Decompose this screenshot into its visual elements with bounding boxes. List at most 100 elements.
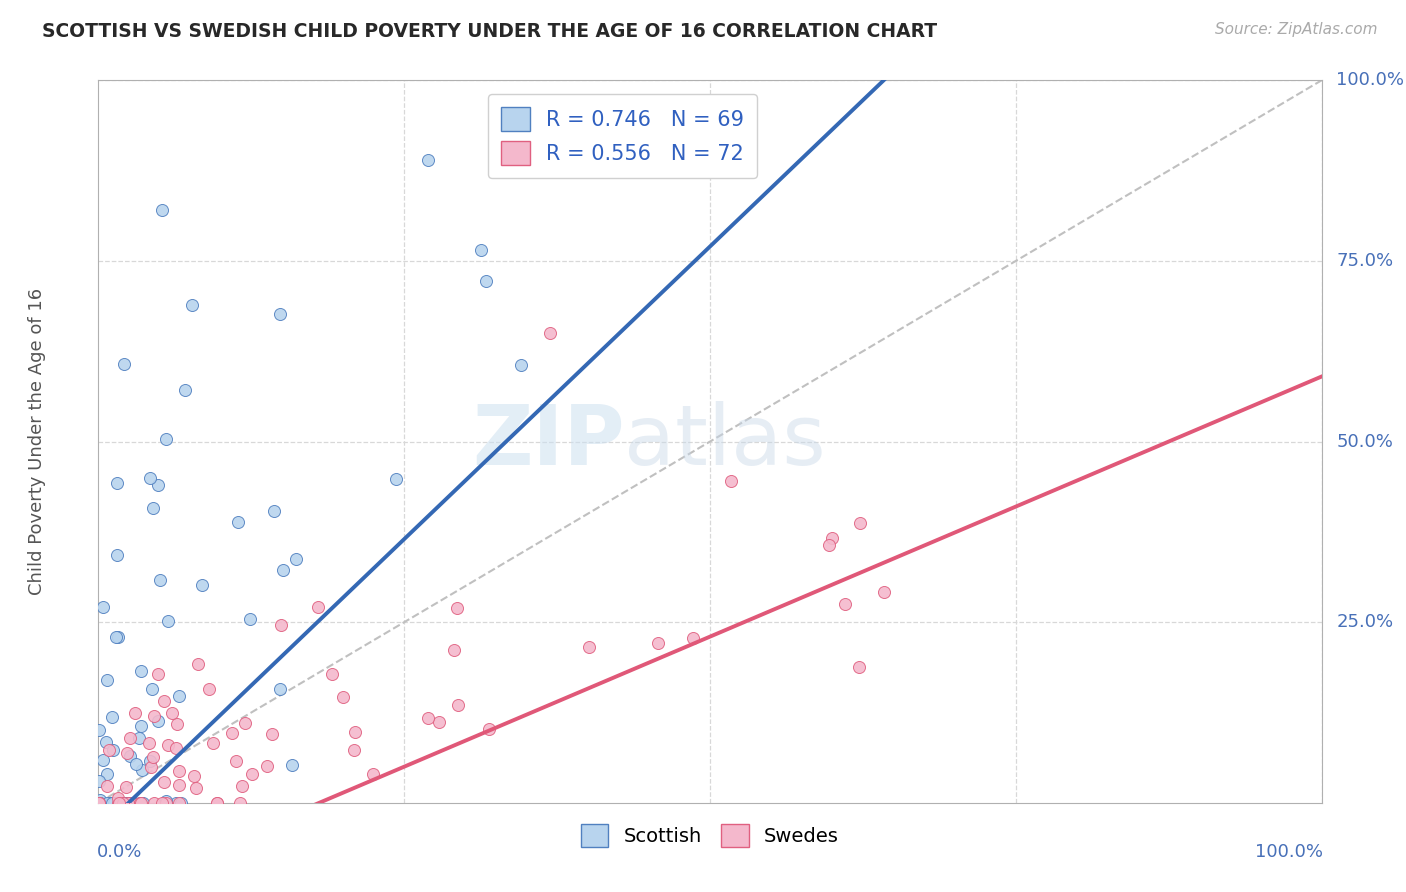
Point [124, 706, 146, 720]
Point [207, 796, 229, 810]
Point [470, 244, 492, 258]
Point [118, 749, 141, 764]
Point [231, 780, 253, 794]
Point [156, 738, 179, 752]
Point [443, 643, 465, 657]
Point [848, 660, 870, 674]
Point [143, 796, 166, 810]
Point [221, 726, 243, 740]
Point [87, 796, 110, 810]
Point [446, 601, 468, 615]
Point [148, 477, 170, 491]
Point [101, 796, 124, 810]
Point [111, 796, 134, 810]
Point [87, 723, 110, 737]
Point [155, 794, 177, 808]
Point [101, 710, 124, 724]
Point [269, 682, 291, 697]
Point [167, 778, 190, 792]
Point [538, 326, 561, 340]
Point [332, 690, 354, 705]
Point [281, 757, 304, 772]
Point [817, 538, 839, 552]
Point [170, 796, 193, 810]
Point [416, 710, 439, 724]
Point [197, 682, 219, 697]
Point [385, 472, 408, 486]
Point [269, 307, 291, 321]
Legend: Scottish, Swedes: Scottish, Swedes [574, 816, 846, 855]
Point [142, 749, 165, 764]
Point [141, 760, 163, 774]
Point [117, 796, 139, 810]
Point [96, 780, 118, 794]
Point [94, 735, 117, 749]
Point [146, 714, 169, 729]
Point [142, 500, 165, 515]
Point [96, 796, 118, 810]
Point [114, 796, 136, 810]
Point [118, 731, 141, 745]
Point [107, 796, 129, 810]
Point [142, 709, 165, 723]
Point [647, 636, 669, 650]
Point [141, 681, 163, 696]
Point [115, 746, 138, 760]
Point [233, 715, 256, 730]
Text: 100.0%: 100.0% [1336, 71, 1405, 89]
Point [101, 743, 124, 757]
Point [191, 577, 214, 591]
Text: Child Poverty Under the Age of 16: Child Poverty Under the Age of 16 [28, 288, 46, 595]
Point [166, 717, 188, 731]
Point [238, 612, 260, 626]
Point [89, 793, 111, 807]
Point [139, 471, 162, 485]
Point [155, 432, 177, 446]
Point [107, 630, 129, 644]
Point [87, 796, 110, 810]
Text: Source: ZipAtlas.com: Source: ZipAtlas.com [1215, 22, 1378, 37]
Text: ZIP: ZIP [472, 401, 624, 482]
Point [138, 736, 160, 750]
Point [129, 796, 152, 810]
Point [131, 763, 153, 777]
Point [107, 796, 129, 810]
Point [321, 666, 343, 681]
Point [186, 781, 208, 796]
Point [107, 796, 129, 810]
Point [98, 796, 121, 810]
Point [89, 796, 111, 810]
Point [91, 599, 114, 614]
Point [181, 298, 204, 312]
Point [157, 614, 180, 628]
Text: SCOTTISH VS SWEDISH CHILD POVERTY UNDER THE AGE OF 16 CORRELATION CHART: SCOTTISH VS SWEDISH CHILD POVERTY UNDER … [42, 22, 938, 41]
Point [96, 673, 118, 688]
Point [173, 383, 195, 397]
Point [167, 764, 190, 778]
Point [873, 585, 896, 599]
Point [228, 515, 250, 529]
Point [169, 796, 191, 810]
Point [848, 516, 870, 530]
Point [578, 640, 600, 654]
Point [167, 690, 190, 704]
Point [165, 796, 187, 810]
Point [821, 531, 844, 545]
Point [834, 597, 856, 611]
Point [89, 774, 111, 789]
Point [107, 796, 129, 810]
Point [150, 202, 173, 217]
Point [153, 693, 176, 707]
Text: 75.0%: 75.0% [1336, 252, 1393, 270]
Text: 100.0%: 100.0% [1256, 843, 1323, 861]
Point [478, 723, 501, 737]
Point [120, 796, 142, 810]
Point [125, 757, 148, 772]
Point [187, 657, 209, 671]
Point [720, 474, 742, 488]
Point [96, 767, 118, 781]
Point [118, 796, 141, 810]
Point [103, 796, 125, 810]
Point [183, 769, 205, 783]
Point [112, 357, 135, 371]
